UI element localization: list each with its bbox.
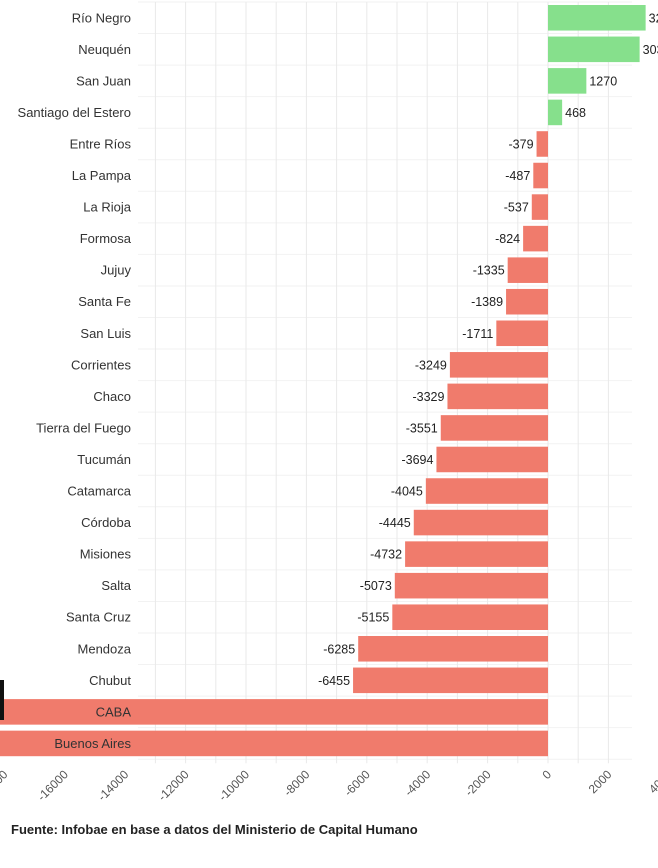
category-label: Chubut <box>89 673 131 688</box>
value-label: -1389 <box>471 295 503 309</box>
bar <box>447 383 548 410</box>
category-label: Misiones <box>80 547 132 562</box>
value-label: 468 <box>565 106 586 120</box>
bar <box>394 572 548 599</box>
x-tick-label: -8000 <box>281 767 313 799</box>
category-label: Buenos Aires <box>54 736 131 751</box>
category-label: Formosa <box>80 231 132 246</box>
x-tick-label: -14000 <box>95 767 132 804</box>
x-tick-label: -16000 <box>35 767 72 804</box>
value-label: -1711 <box>462 327 493 341</box>
value-label: -824 <box>495 232 520 246</box>
category-label: Chaco <box>93 389 131 404</box>
category-label: La Pampa <box>72 168 132 183</box>
category-label: Neuquén <box>78 42 131 57</box>
bar <box>358 636 548 662</box>
value-label: 1270 <box>589 74 617 88</box>
category-label: Tucumán <box>77 452 131 467</box>
category-label: Córdoba <box>81 515 132 530</box>
side-marker <box>0 680 4 720</box>
value-label: 3034 <box>643 43 658 57</box>
bar <box>405 541 548 567</box>
category-label: Salta <box>101 578 131 593</box>
bar <box>392 604 548 630</box>
bar <box>436 446 548 473</box>
x-tick-label: 2000 <box>586 767 615 796</box>
value-label: -1335 <box>473 264 505 278</box>
value-label: -5073 <box>360 579 392 593</box>
x-tick-label: 4000 <box>646 767 658 796</box>
value-label: -3249 <box>415 358 447 372</box>
bar <box>548 99 563 126</box>
value-label: -537 <box>504 201 529 215</box>
value-label: -6455 <box>318 674 350 688</box>
bars <box>0 5 646 757</box>
value-label: -487 <box>505 169 530 183</box>
bar <box>0 699 548 725</box>
category-label: Santa Fe <box>78 294 131 309</box>
bar <box>506 288 548 315</box>
value-label: -3694 <box>401 453 433 467</box>
bar <box>440 415 548 441</box>
x-tick-label: -12000 <box>155 767 192 804</box>
bar <box>531 194 548 220</box>
category-label: Río Negro <box>72 10 131 25</box>
x-tick-label: -2000 <box>462 767 494 799</box>
x-tick-label: -6000 <box>341 767 373 799</box>
category-label: Tierra del Fuego <box>36 420 131 435</box>
value-label: -4045 <box>391 485 423 499</box>
bar <box>548 68 587 94</box>
x-axis-ticks: -24000-22000-20000-18000-16000-14000-120… <box>0 767 658 804</box>
x-tick-label: 0 <box>539 767 554 782</box>
category-label: Santiago del Estero <box>18 105 131 120</box>
category-label: La Rioja <box>83 200 131 215</box>
bar <box>523 225 548 252</box>
x-tick-label: -18000 <box>0 767 11 804</box>
bar <box>507 257 548 283</box>
category-label: Jujuy <box>101 263 132 278</box>
bar <box>536 131 548 157</box>
bar <box>548 5 646 31</box>
x-tick-label: -10000 <box>216 767 253 804</box>
category-label: Entre Ríos <box>70 136 132 151</box>
value-label: -3551 <box>406 421 438 435</box>
bar <box>548 36 640 63</box>
bar <box>533 162 548 189</box>
category-label: Santa Cruz <box>66 610 131 625</box>
value-label: -5155 <box>357 611 389 625</box>
bar <box>449 352 548 378</box>
value-label: -379 <box>509 137 534 151</box>
category-label: San Juan <box>76 73 131 88</box>
category-label: San Luis <box>80 326 131 341</box>
bar <box>425 478 548 504</box>
value-labels: 3233 3034 1270 468 -379 -487 -537 -824 -1335 -138… <box>318 11 658 688</box>
value-label: -4445 <box>379 516 411 530</box>
source-note: Fuente: Infobae en base a datos del Mini… <box>11 822 418 837</box>
x-tick-label: -4000 <box>402 767 434 799</box>
value-label: -3329 <box>412 390 444 404</box>
bar <box>0 730 548 757</box>
value-label: -6285 <box>323 642 355 656</box>
bar <box>353 667 548 694</box>
category-label: Corrientes <box>71 357 131 372</box>
category-label: CABA <box>96 704 132 719</box>
value-label: -4732 <box>370 548 402 562</box>
bar <box>413 509 548 536</box>
value-label: 3233 <box>649 11 658 25</box>
category-labels: Río Negro Neuquén San Juan Santiago del Est… <box>18 10 132 751</box>
category-label: Mendoza <box>78 641 132 656</box>
category-label: Catamarca <box>67 484 131 499</box>
bar <box>496 320 548 347</box>
